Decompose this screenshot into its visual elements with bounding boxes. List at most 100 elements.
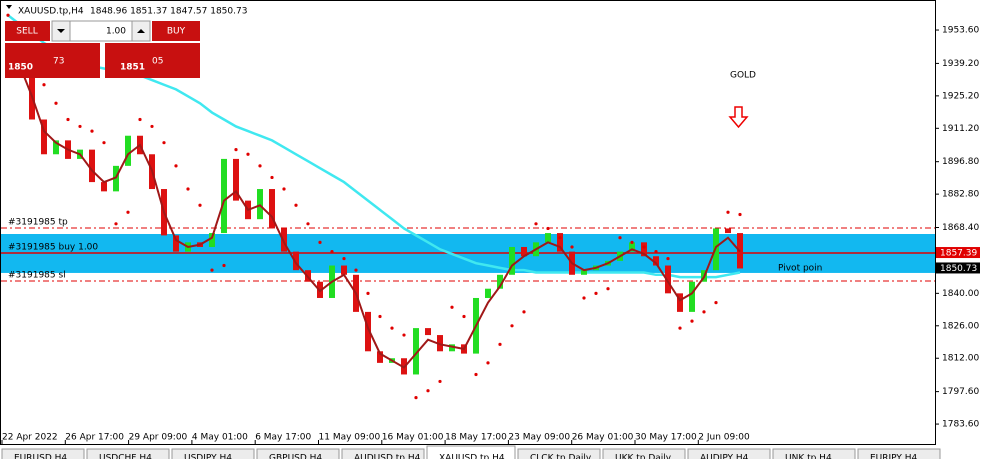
x-tick-label: 2 Jun 09:00 [698, 433, 750, 443]
candle [689, 281, 695, 312]
tab-label[interactable]: EURUSD,H4 [14, 454, 67, 459]
tab-label[interactable]: AUDJPY,H4 [700, 454, 749, 459]
tab-label[interactable]: UKK.tp,Daily [615, 454, 672, 459]
candle [449, 344, 455, 352]
bid-price-tag: 1850.73 [940, 264, 977, 274]
fast-ma [7, 49, 741, 369]
candle [485, 288, 491, 298]
tab-label[interactable]: USDJPY,H4 [184, 454, 232, 459]
sar-dot [342, 256, 346, 261]
sar-dot [474, 372, 478, 377]
sar-dot [678, 326, 682, 330]
candle [101, 182, 107, 192]
buy-price-tag: 1857.39 [940, 249, 977, 259]
candle [377, 351, 383, 363]
sar-dot [330, 250, 334, 254]
tab[interactable] [256, 448, 340, 459]
y-tick-label: 1812.00 [942, 354, 979, 364]
candle [89, 149, 95, 183]
y-tick-label: 1868.40 [942, 223, 979, 233]
candle [293, 251, 299, 271]
tab[interactable] [1, 448, 85, 459]
tab[interactable] [86, 448, 170, 459]
lot-value[interactable]: 1.00 [106, 27, 126, 37]
sar-dot [270, 175, 274, 180]
sar-dot [138, 117, 142, 122]
sar-dot [582, 296, 586, 300]
tab-label[interactable]: GBPUSD,H4 [269, 454, 322, 459]
tab[interactable] [517, 448, 601, 459]
pivot-text: Pivot poin [778, 264, 822, 274]
sar-dot [66, 117, 70, 122]
sar-dot [186, 187, 190, 191]
sar-dot [174, 164, 178, 168]
x-tick-label: 11 May 09:00 [319, 433, 381, 443]
y-tick-label: 1953.60 [942, 26, 979, 36]
y-tick-label: 1925.20 [942, 91, 979, 101]
y-tick-label: 1882.80 [942, 190, 979, 200]
sar-dot [114, 222, 118, 226]
tab[interactable] [772, 448, 856, 459]
sar-dot [390, 326, 394, 330]
y-tick-label: 1840.00 [942, 289, 979, 299]
candle [677, 293, 683, 312]
candle [125, 135, 131, 166]
tab[interactable] [171, 448, 255, 459]
sar-dot [6, 13, 10, 17]
candle [581, 270, 587, 275]
candle [53, 140, 59, 155]
sar-dot [378, 314, 382, 319]
sar-dot [78, 124, 82, 129]
buy-button[interactable] [152, 21, 200, 41]
sar-dot [702, 310, 706, 314]
sar-dot [54, 101, 58, 105]
x-tick-label: 23 May 09:00 [508, 433, 570, 443]
tab[interactable] [687, 448, 771, 459]
tab-label[interactable]: UNK.tp,H4 [785, 454, 832, 459]
symbol: XAUUSD.tp,H4 [18, 7, 84, 17]
tab-label[interactable]: XAUUSD.tp,H4 [439, 454, 505, 459]
tab[interactable] [426, 445, 516, 459]
x-tick-label: 29 Apr 09:00 [129, 433, 188, 443]
candle [209, 233, 215, 247]
y-tick-label: 1783.60 [942, 420, 979, 430]
tab[interactable] [857, 448, 941, 459]
tab-bar: EURUSD,H4 USDCHF,H4 USDJPY,H4 GBPUSD,H4 AUDU… [1, 445, 941, 459]
tab-label[interactable]: USDCHF,H4 [99, 454, 152, 459]
tab-label[interactable]: AUDUSD.tp,H4 [354, 454, 421, 459]
y-tick-label: 1939.20 [942, 59, 979, 69]
tab[interactable] [341, 448, 425, 459]
candle [437, 335, 443, 352]
tab-label[interactable]: CLCK.tp,Daily [530, 454, 592, 459]
candle [497, 274, 503, 289]
sar-dot [450, 305, 454, 309]
tab-label[interactable]: EURJPY,H4 [870, 454, 918, 459]
sar-dot [546, 226, 550, 231]
sar-dot [738, 212, 742, 217]
x-tick-label: 30 May 17:00 [635, 433, 697, 443]
sar-dot [42, 83, 46, 87]
sell-label[interactable]: SELL [16, 27, 37, 37]
tab[interactable] [602, 448, 686, 459]
candle [257, 189, 263, 220]
bid-box[interactable] [5, 43, 100, 78]
sar-dot [498, 342, 502, 346]
sar-dot [534, 222, 538, 226]
sar-dot [234, 148, 238, 152]
sar-dot [306, 222, 310, 226]
buy-label[interactable]: BUY [167, 27, 186, 37]
candle [173, 235, 179, 252]
candle [269, 189, 275, 229]
plot: #3191985 tp #3191985 sl #3191985 buy 1.00 [1, 13, 935, 400]
sell-button[interactable] [5, 21, 50, 41]
sar-dot [558, 236, 562, 240]
ask-box[interactable] [105, 43, 200, 78]
sar-dot [618, 236, 622, 240]
sar-dot [654, 250, 658, 254]
collapse-icon[interactable] [6, 5, 12, 9]
candle [629, 242, 635, 252]
bid-price-tag-bg [936, 262, 980, 274]
gold-text: GOLD [730, 71, 756, 81]
ask-big: 05 [152, 57, 163, 67]
